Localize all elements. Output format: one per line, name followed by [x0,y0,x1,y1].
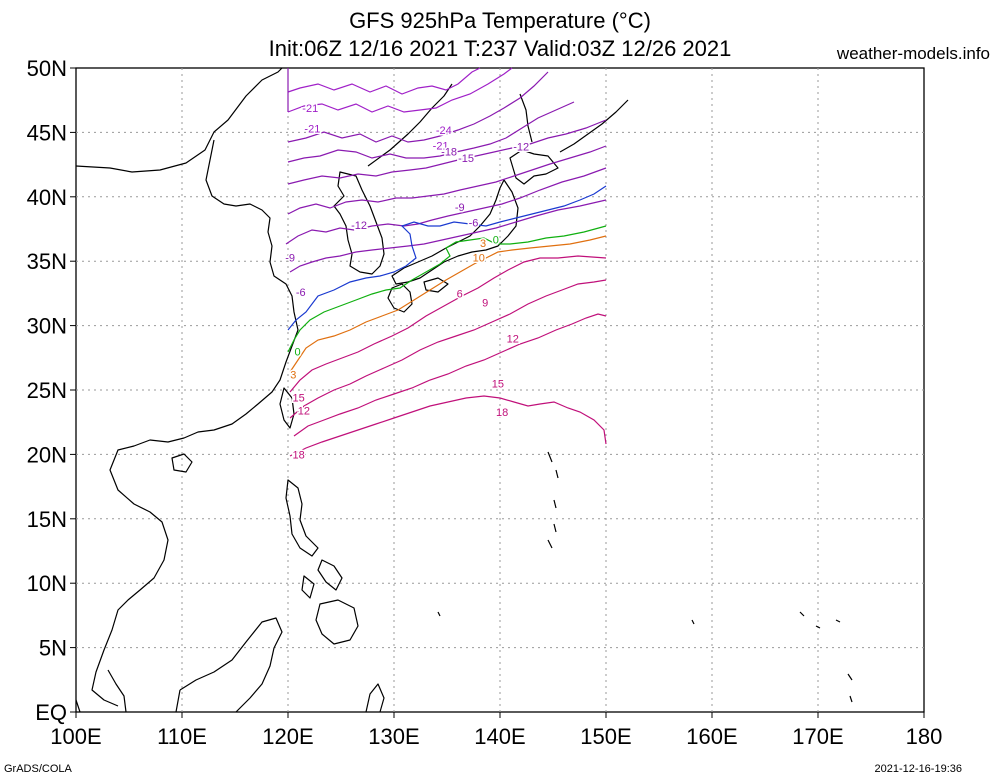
contour-label: 10 [473,252,485,264]
render-timestamp: 2021-12-16-19:36 [874,763,962,775]
lat-tick-label: 30N [27,314,67,339]
contour-label: 18 [496,407,508,419]
contour-label: -12 [351,220,367,232]
lon-tick-label: 130E [368,724,419,749]
contour-minus-18 [287,71,549,143]
contour-label: -21 [304,124,320,136]
coast-borneo [175,617,283,713]
coast-visayas [301,559,343,599]
lat-tick-label: 40N [27,185,67,210]
contour-label: 15 [292,393,304,405]
lat-tick-label: 5N [39,636,67,661]
lon-tick-label: 110E [157,724,207,749]
contour-label: 12 [298,406,310,418]
contour-minus-6 [285,167,607,245]
coast-mainland [75,67,299,713]
contour-label: 6 [457,288,463,300]
contour-label: -15 [458,153,474,165]
contour-label: -9 [285,252,295,264]
coast-islands [437,451,853,703]
coast-malay [107,669,127,713]
lat-tick-label: 45N [27,120,67,145]
lat-tick-label: 50N [27,56,67,81]
contour-label: -24 [436,125,452,137]
contour-label: -6 [469,218,479,230]
contour-9 [289,255,607,393]
contour-12 [289,279,607,419]
contour-label: 0 [294,346,300,358]
map-title: GFS 925hPa Temperature (°C) [349,8,651,33]
contour-label: -21 [302,103,318,115]
coast-honshu [391,179,519,285]
coast-mindanao [315,599,359,645]
coast-taiwan [279,387,295,429]
contour-18 [289,395,607,457]
contour-minus-21 [287,67,513,113]
coast-sakhalin [519,93,629,153]
axis-labels: 100E 110E 120E 130E 140E 150E 160E 170E 180EQ5N1… [27,56,943,749]
temperature-contours [285,67,607,457]
contour-minus-15 [287,101,575,163]
contour-label: 9 [482,297,488,309]
lat-tick-label: 15N [27,507,67,532]
lon-tick-label: 160E [686,724,737,749]
contour-label: 12 [507,333,519,345]
software-credit: GrADS/COLA [4,763,72,775]
contour-6 [289,235,607,373]
coastlines [75,67,853,713]
coast-sulawesi [365,683,385,713]
map-frame [75,67,925,713]
contour-labels: -21-21 -24-21-18-15-12-9-6-12-9-63 0106912… [284,101,531,462]
contour-3 [287,225,607,353]
contour-minus-9 [287,145,607,215]
lat-tick-label: 10N [27,571,67,596]
map-subtitle: Init:06Z 12/16 2021 T:237 Valid:03Z 12/2… [268,36,732,61]
coast-hainan [171,453,193,473]
lon-tick-label: 150E [580,724,631,749]
lon-tick-label: 100E [50,724,101,749]
lat-tick-label: 25N [27,378,67,403]
lon-tick-label: 140E [474,724,525,749]
lat-tick-label: 20N [27,442,67,467]
contour-minus-3 [289,199,607,273]
lon-tick-label: 120E [262,724,313,749]
lat-tick-label: 35N [27,249,67,274]
contour-15 [293,313,607,437]
contour-label: -21 [433,140,449,152]
contour-label: 15 [492,379,504,391]
coast-luzon [285,479,319,557]
lat-tick-label: EQ [35,700,67,725]
contour-label: -6 [296,287,306,299]
contour-label: 3 [290,370,296,382]
site-credit: weather-models.info [836,44,990,63]
contour-label: 0 [493,234,499,246]
contour-minus-12 [287,119,607,185]
coast-hokkaido [509,149,559,185]
contour-label: -12 [513,142,529,154]
lon-tick-label: 170E [792,724,843,749]
contour-label: -9 [455,202,465,214]
contour-0 [287,185,607,331]
lon-tick-label: 180 [906,724,943,749]
contour-label: 3 [480,238,486,250]
contour-minus-24 [287,67,481,95]
contour-label: 18 [292,449,304,461]
contour-label: -18 [441,147,457,159]
